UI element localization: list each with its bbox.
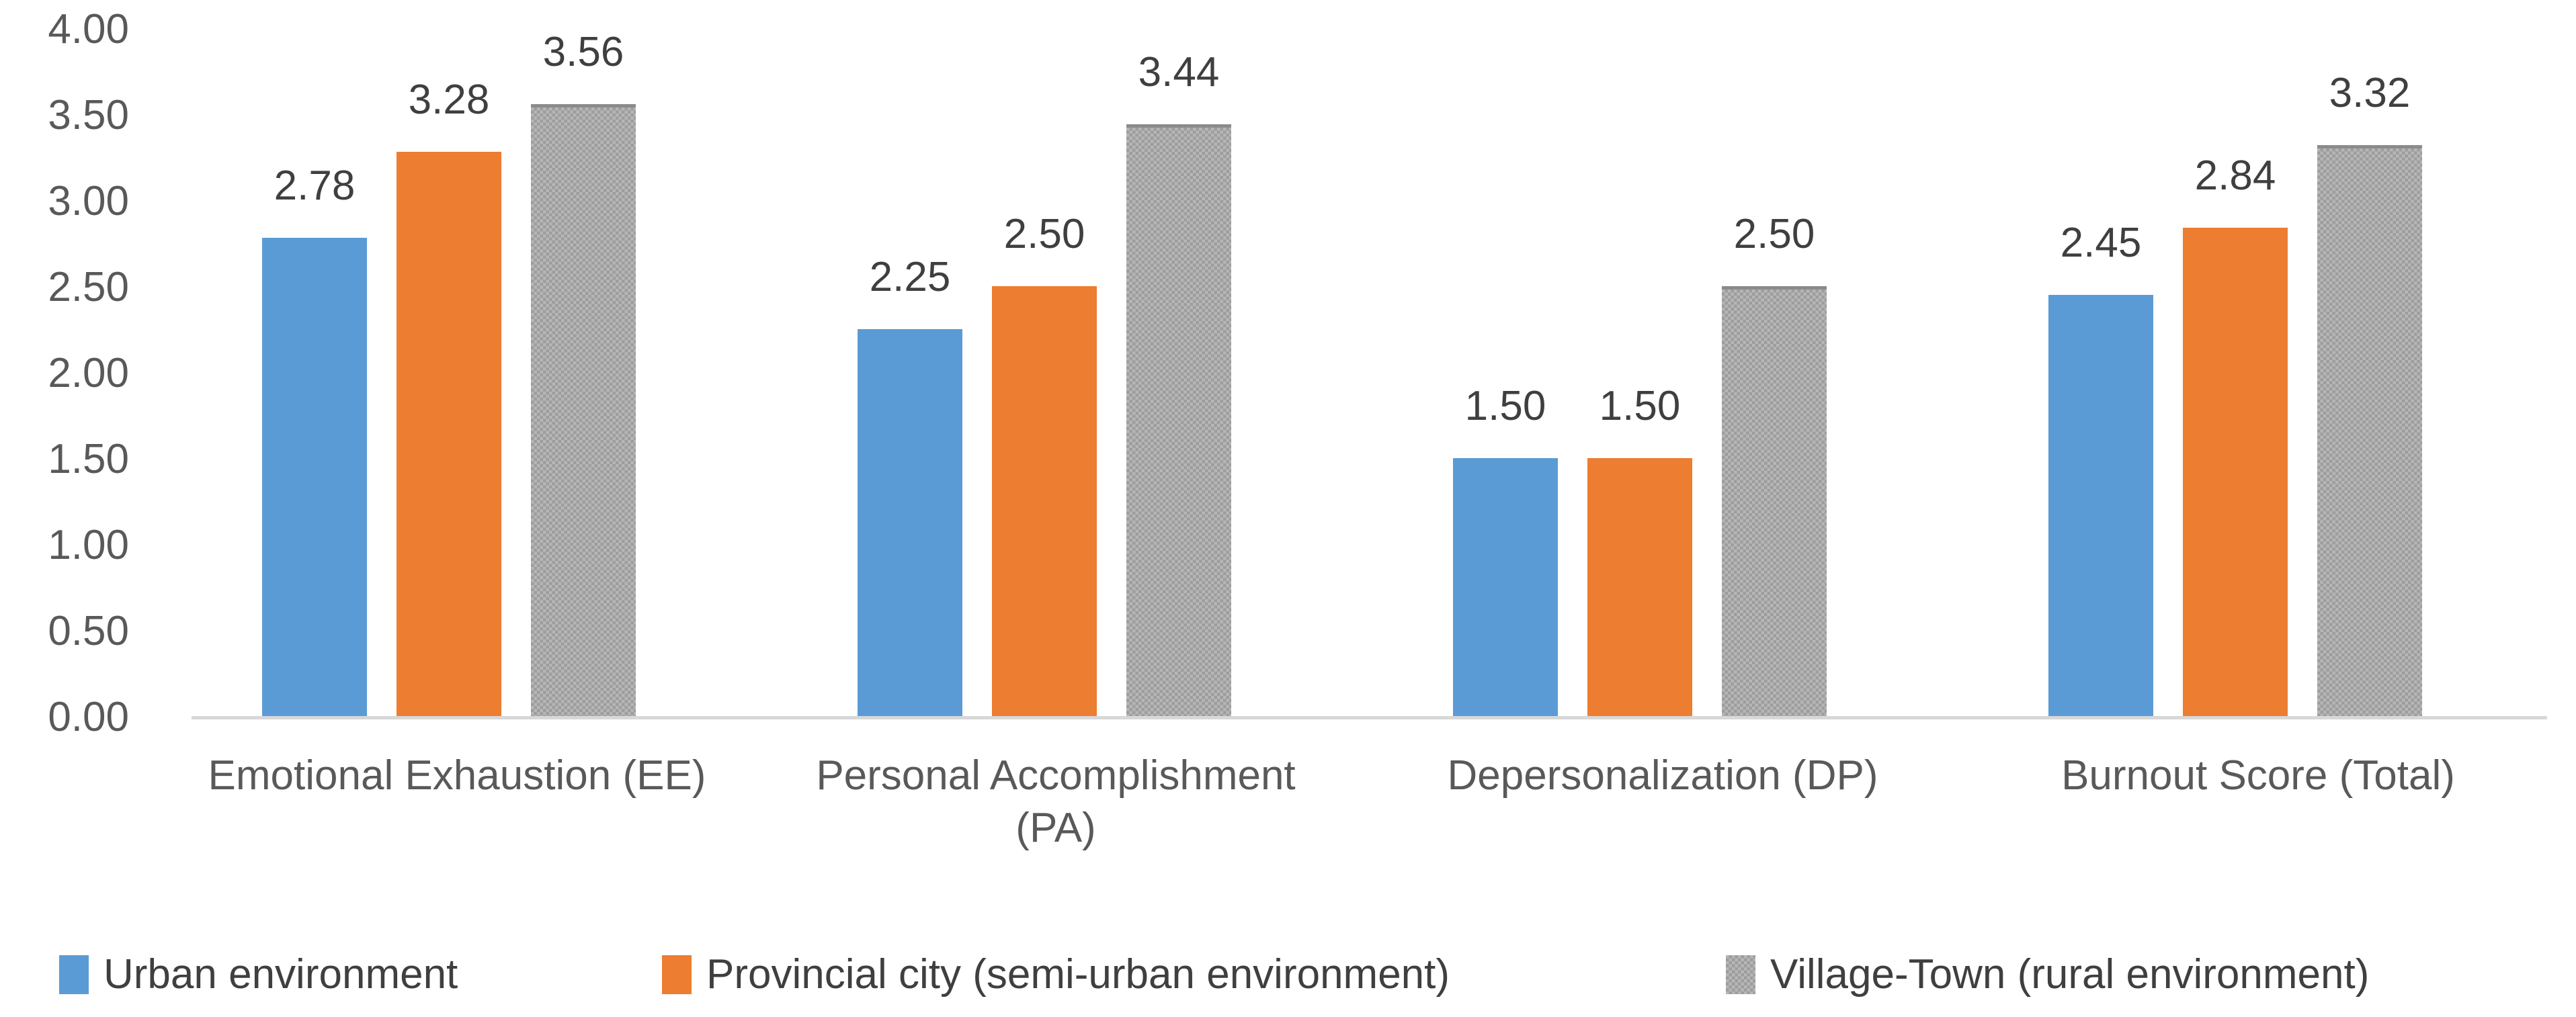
legend-item: Urban environment (59, 953, 458, 996)
category-label: Emotional Exhaustion (EE) (208, 752, 706, 799)
legend-label: Urban environment (103, 951, 458, 998)
bar-series2-cat3 (2317, 145, 2422, 716)
bar-value-label: 1.50 (1464, 383, 1546, 429)
y-axis-tick-label: 3.50 (48, 92, 129, 138)
y-axis-tick-label: 3.00 (48, 178, 129, 224)
bar-value-label: 1.50 (1599, 383, 1681, 429)
legend-swatch (662, 955, 692, 994)
bar-series1-cat0 (397, 152, 501, 716)
x-axis-line (192, 716, 2547, 719)
legend-label: Provincial city (semi-urban environment) (706, 951, 1450, 998)
bar-series2-cat0 (531, 104, 636, 716)
y-axis-tick-label: 1.50 (48, 436, 129, 482)
y-axis-tick-label: 2.50 (48, 264, 129, 310)
y-axis-tick-label: 2.00 (48, 350, 129, 396)
y-axis-tick-label: 1.00 (48, 522, 129, 568)
bar-series0-cat2 (1453, 458, 1558, 716)
bar-value-label: 2.50 (1003, 211, 1085, 257)
legend-item: Village-Town (rural environment) (1726, 953, 2369, 996)
bar-series1-cat1 (992, 286, 1097, 716)
bar-series2-cat1 (1126, 124, 1231, 716)
bar-series1-cat2 (1587, 458, 1692, 716)
category-label: Depersonalization (DP) (1447, 752, 1878, 799)
bar-value-label: 2.78 (274, 163, 356, 209)
bar-series0-cat3 (2048, 295, 2153, 716)
legend-label: Village-Town (rural environment) (1770, 951, 2370, 998)
legend-swatch (1726, 955, 1755, 994)
y-axis-tick-label: 0.00 (48, 694, 129, 740)
bar-value-label: 2.84 (2194, 152, 2276, 199)
bar-series2-cat2 (1722, 286, 1827, 716)
y-axis-tick-label: 0.50 (48, 608, 129, 654)
y-axis-tick-label: 4.00 (48, 6, 129, 52)
legend-item: Provincial city (semi-urban environment) (662, 953, 1450, 996)
bar-value-label: 3.28 (408, 77, 490, 123)
bar-value-label: 2.25 (869, 254, 951, 300)
bar-value-label: 3.32 (2329, 70, 2411, 116)
bar-series0-cat0 (262, 238, 367, 716)
legend-swatch (59, 955, 89, 994)
bar-series1-cat3 (2183, 228, 2288, 716)
category-label: Burnout Score (Total) (2061, 752, 2455, 799)
bar-value-label: 3.44 (1138, 49, 1220, 95)
bar-series0-cat1 (858, 329, 962, 716)
category-label: Personal Accomplishment (PA) (816, 752, 1296, 851)
bar-value-label: 2.50 (1733, 211, 1815, 257)
bar-value-label: 2.45 (2060, 220, 2142, 266)
bar-value-label: 3.56 (542, 29, 624, 75)
